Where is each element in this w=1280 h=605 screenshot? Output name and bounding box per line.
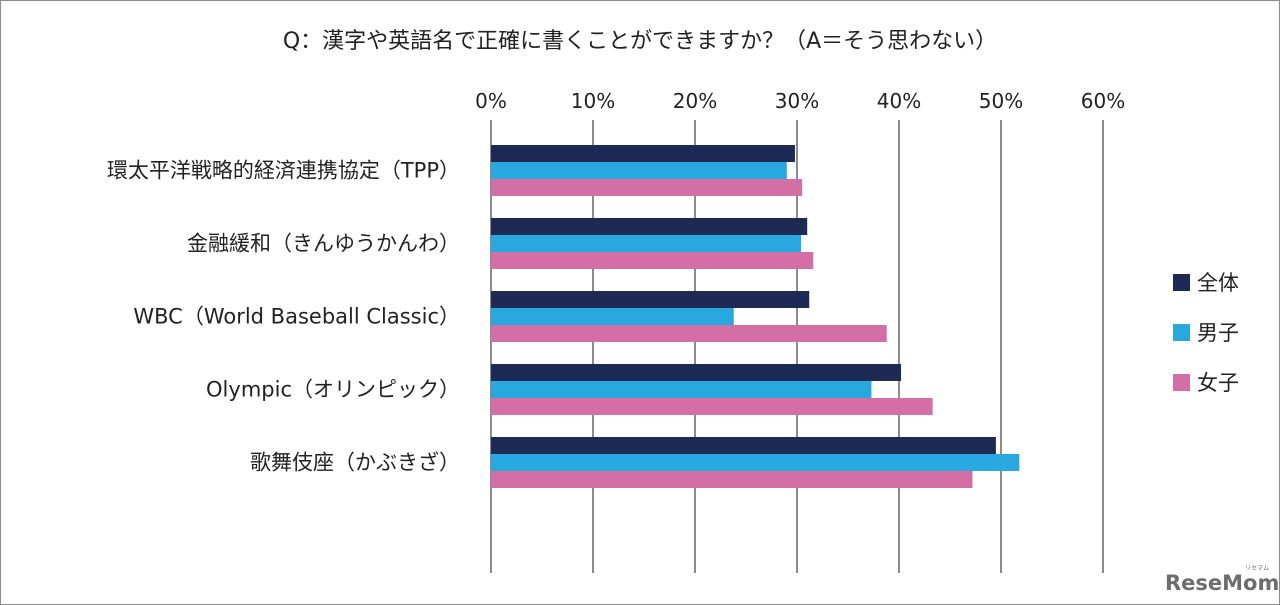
bar-全体-4 — [491, 437, 996, 454]
x-tick-label: 40% — [877, 89, 921, 113]
legend-label: 男子 — [1197, 321, 1239, 345]
watermark-text: ReseMom — [1165, 571, 1279, 595]
x-tick-label: 30% — [775, 89, 819, 113]
bar-女子-0 — [491, 179, 803, 196]
bar-全体-0 — [491, 145, 795, 162]
bar-女子-4 — [491, 471, 973, 488]
x-tick-label: 10% — [571, 89, 615, 113]
x-axis-ticks: 0% 10% 20% 30% 40% 50% 60% — [475, 89, 1125, 113]
x-tick-label: 20% — [673, 89, 717, 113]
bar-男子-4 — [491, 454, 1020, 471]
bar-男子-0 — [491, 162, 787, 179]
bar-全体-3 — [491, 364, 902, 381]
bar-女子-3 — [491, 398, 933, 415]
category-label: WBC（World Baseball Classic） — [133, 305, 460, 329]
bars — [491, 145, 1020, 488]
bar-男子-3 — [491, 381, 872, 398]
bar-女子-1 — [491, 252, 814, 269]
watermark-small-text: リセマム — [1245, 565, 1269, 572]
resemom-logo: ReseMom リセマム — [1165, 565, 1279, 595]
bar-女子-2 — [491, 325, 887, 342]
category-label: 歌舞伎座（かぶきざ） — [250, 451, 460, 475]
category-label: Olympic（オリンピック） — [206, 378, 460, 402]
legend-label: 全体 — [1197, 271, 1239, 295]
chart-title: Q：漢字や英語名で正確に書くことができますか？（A＝そう思わない） — [283, 29, 997, 54]
category-label: 環太平洋戦略的経済連携協定（TPP） — [107, 159, 460, 183]
bar-全体-1 — [491, 218, 808, 235]
x-tick-label: 0% — [475, 89, 507, 113]
legend-swatch-全体 — [1173, 274, 1190, 291]
bar-男子-2 — [491, 308, 734, 325]
legend-swatch-女子 — [1173, 374, 1190, 391]
legend-swatch-男子 — [1173, 324, 1190, 341]
x-tick-label: 60% — [1081, 89, 1125, 113]
bar-全体-2 — [491, 291, 810, 308]
x-tick-label: 50% — [979, 89, 1023, 113]
category-labels: 環太平洋戦略的経済連携協定（TPP） 金融緩和（きんゆうかんわ） WBC（World… — [107, 159, 460, 475]
legend-label: 女子 — [1197, 371, 1239, 395]
bar-男子-1 — [491, 235, 802, 252]
category-label: 金融緩和（きんゆうかんわ） — [187, 232, 460, 256]
